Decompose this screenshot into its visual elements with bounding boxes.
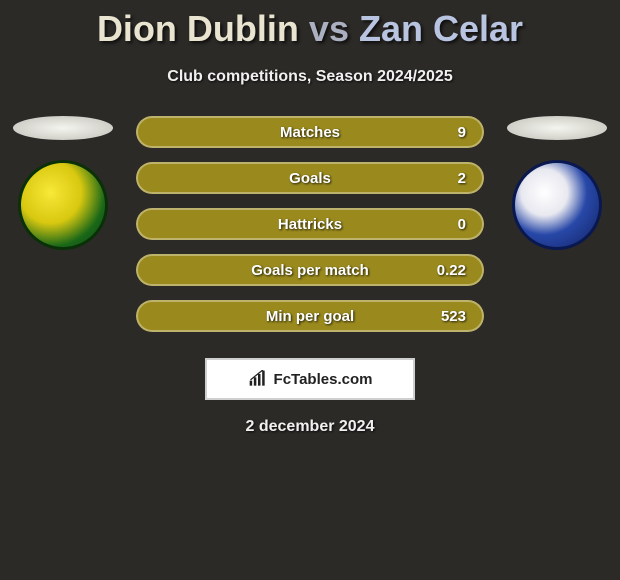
watermark: FcTables.com bbox=[205, 358, 415, 400]
season-subtitle: Club competitions, Season 2024/2025 bbox=[0, 68, 620, 86]
stat-label: Min per goal bbox=[204, 308, 416, 325]
stat-value-right: 2 bbox=[416, 170, 466, 187]
stat-label: Matches bbox=[204, 124, 416, 141]
chart-icon bbox=[248, 370, 268, 388]
stat-row: Goals2 bbox=[136, 162, 484, 194]
stat-label: Goals per match bbox=[204, 262, 416, 279]
player2-club-badge bbox=[512, 160, 602, 250]
stat-value-right: 523 bbox=[416, 308, 466, 325]
stat-label: Hattricks bbox=[204, 216, 416, 233]
stat-row: Min per goal523 bbox=[136, 300, 484, 332]
comparison-title: Dion Dublin vs Zan Celar bbox=[0, 0, 620, 50]
stat-row: Goals per match0.22 bbox=[136, 254, 484, 286]
date-label: 2 december 2024 bbox=[0, 418, 620, 436]
stats-list: Matches9Goals2Hattricks0Goals per match0… bbox=[118, 116, 502, 346]
stat-row: Hattricks0 bbox=[136, 208, 484, 240]
right-side bbox=[502, 116, 612, 250]
vs-label: vs bbox=[309, 8, 349, 49]
stat-value-right: 9 bbox=[416, 124, 466, 141]
comparison-content: Matches9Goals2Hattricks0Goals per match0… bbox=[0, 116, 620, 346]
player1-ellipse bbox=[13, 116, 113, 140]
player2-ellipse bbox=[507, 116, 607, 140]
player1-club-badge bbox=[18, 160, 108, 250]
stat-value-right: 0.22 bbox=[416, 262, 466, 279]
player1-name: Dion Dublin bbox=[97, 8, 299, 49]
player2-name: Zan Celar bbox=[359, 8, 523, 49]
watermark-text: FcTables.com bbox=[274, 371, 373, 388]
stat-value-right: 0 bbox=[416, 216, 466, 233]
stat-label: Goals bbox=[204, 170, 416, 187]
stat-row: Matches9 bbox=[136, 116, 484, 148]
left-side bbox=[8, 116, 118, 250]
